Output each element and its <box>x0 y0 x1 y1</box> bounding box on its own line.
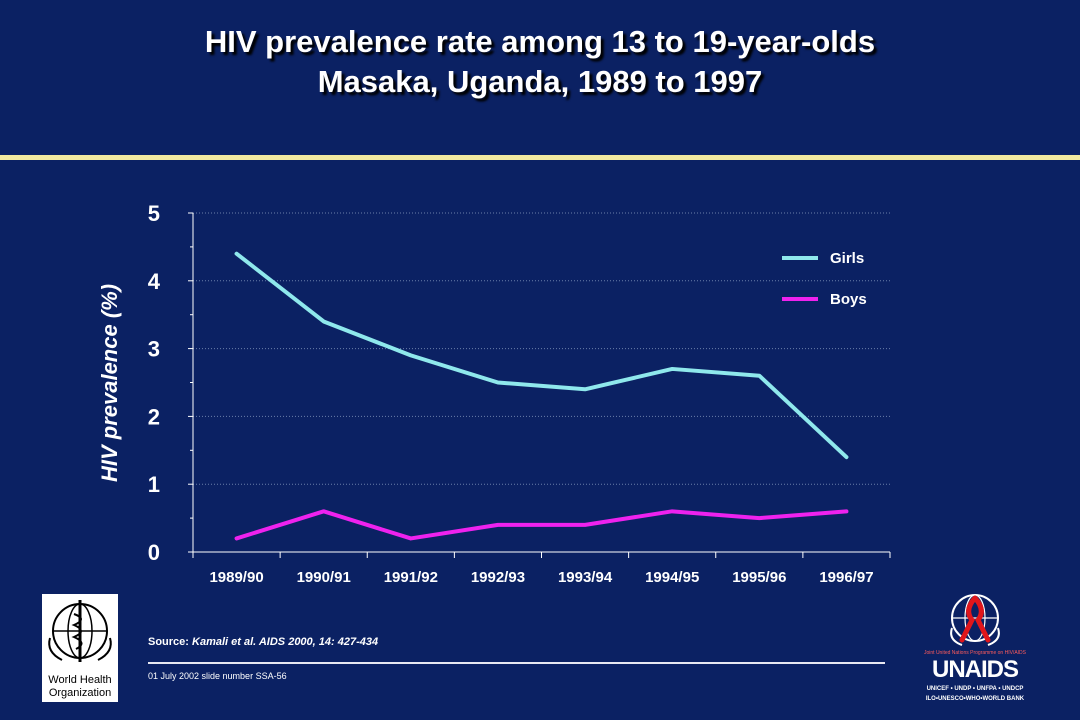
axes: 0 1 2 3 4 5 1989/90 1990/91 1991/92 1992/93 1993/9… <box>148 201 891 586</box>
series-lines <box>234 251 849 541</box>
slide-title: HIV prevalence rate among 13 to 19-year-… <box>0 22 1080 102</box>
footer-divider <box>148 662 885 664</box>
title-divider <box>0 155 1080 160</box>
unaids-wordmark: UNAIDS <box>931 656 1019 683</box>
y-axis-label: HIV prevalence (%) <box>97 284 122 482</box>
y-tick-label: 1 <box>148 472 160 497</box>
slide-footer: 01 July 2002 slide number SSA-56 <box>148 671 287 681</box>
x-tick-label: 1989/90 <box>209 569 263 586</box>
y-tick-label: 4 <box>148 269 161 294</box>
legend-label: Girls <box>830 250 864 267</box>
x-tick-label: 1994/95 <box>645 569 699 586</box>
series-line-girls <box>234 251 849 460</box>
who-name-line-2: Organization <box>48 687 112 699</box>
y-tick-label: 2 <box>148 404 160 429</box>
x-tick-label: 1995/96 <box>732 569 786 586</box>
x-tick-label: 1991/92 <box>384 569 438 586</box>
unaids-tagline: Joint United Nations Programme on HIV/AI… <box>924 650 1026 656</box>
series-line-boys <box>234 509 849 541</box>
source-note: Source: Kamali et al. AIDS 2000, 14: 427… <box>148 636 378 648</box>
y-tick-label: 3 <box>148 337 160 362</box>
un-emblem-ribbon-icon <box>950 594 1000 646</box>
x-tick-label: 1993/94 <box>558 569 613 586</box>
legend: Girls Boys <box>782 250 867 308</box>
x-tick-label: 1996/97 <box>819 569 873 586</box>
title-line-1: HIV prevalence rate among 13 to 19-year-… <box>204 24 876 59</box>
title-line-2: Masaka, Uganda, 1989 to 1997 <box>317 64 763 99</box>
y-tick-label: 0 <box>148 540 160 565</box>
unaids-cosponsors-line-2: ILO•UNESCO•WHO•WORLD BANK <box>925 696 1025 702</box>
y-tick-label: 5 <box>148 201 160 226</box>
source-prefix: Source: <box>148 636 193 648</box>
unaids-cosponsors-line-1: UNICEF • UNDP • UNFPA • UNDCP <box>926 686 1024 692</box>
legend-label: Boys <box>830 291 867 308</box>
who-emblem-icon <box>48 600 112 662</box>
who-logo: World Health Organization <box>42 594 118 702</box>
unaids-logo: Joint United Nations Programme on HIV/AI… <box>922 590 1028 708</box>
gridlines <box>193 212 890 485</box>
x-tick-label: 1992/93 <box>471 569 525 586</box>
x-tick-label: 1990/91 <box>297 569 351 586</box>
source-citation: Kamali et al. AIDS 2000, 14: 427-434 <box>192 636 379 648</box>
who-name-line-1: World Health <box>48 674 112 686</box>
